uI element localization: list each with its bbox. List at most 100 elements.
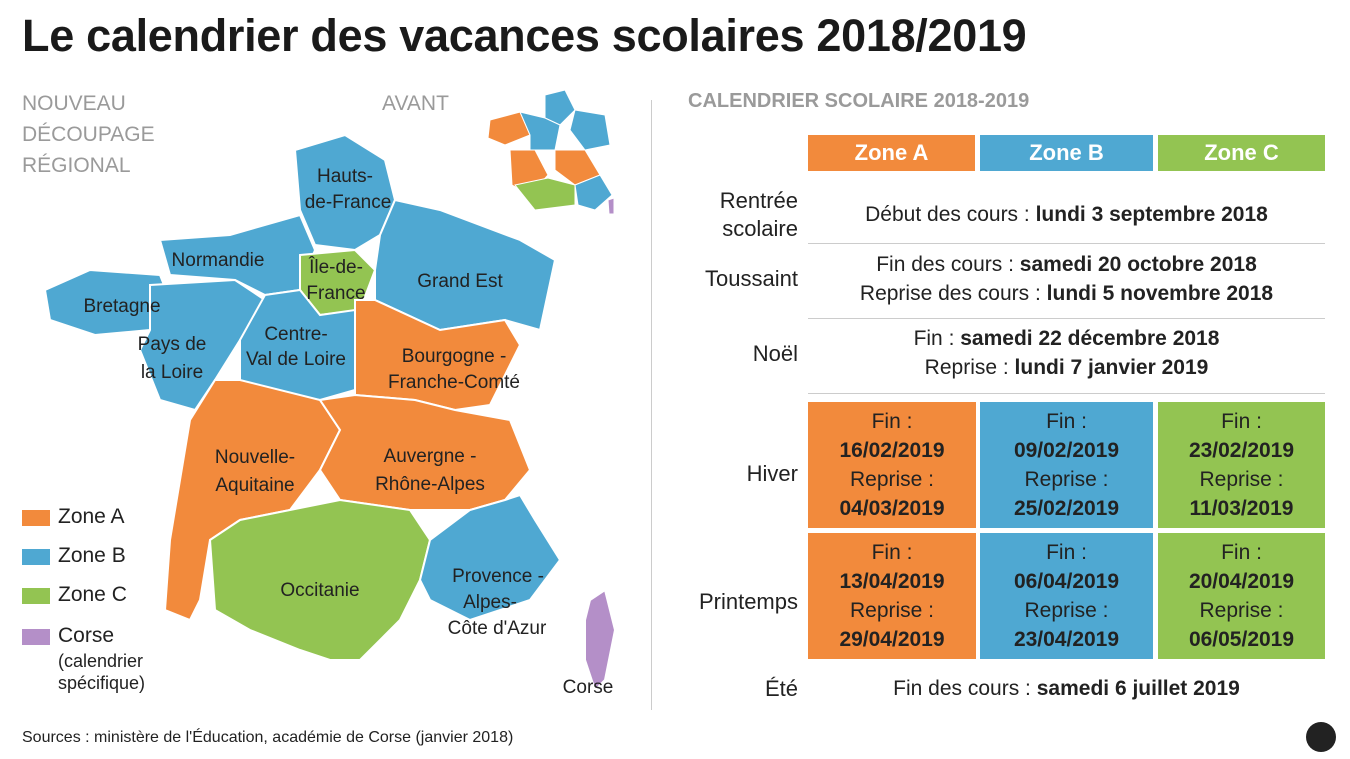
line-label: Fin des cours : <box>893 677 1031 700</box>
old-region <box>574 174 613 211</box>
end-date: 09/02/2019 <box>1013 439 1120 462</box>
legend-swatch <box>22 588 50 604</box>
region-label: Nouvelle- Aquitaine <box>215 447 295 496</box>
region-label-line: Franche-Comté <box>388 372 520 393</box>
legend-swatch <box>22 549 50 565</box>
end-label: Fin : <box>871 541 913 564</box>
resume-label: Reprise : <box>849 468 935 491</box>
legend-note-line: spécifique) <box>58 673 146 693</box>
legend-swatch <box>22 629 50 645</box>
separator <box>808 393 1325 394</box>
row-content: Fin des cours : samedi 6 juillet 2019 <box>808 674 1325 703</box>
old-region <box>514 177 576 211</box>
old-region <box>544 89 576 126</box>
region-label: Provence - Alpes- Côte d'Azur <box>448 566 547 639</box>
region-label: Pays de la Loire <box>138 334 207 383</box>
zone-cell: Fin : 09/02/2019 Reprise : 25/02/2019 <box>980 402 1153 528</box>
region-label-line: Aquitaine <box>215 475 294 496</box>
end-label: Fin : <box>1221 541 1262 564</box>
row-label: Toussaint <box>640 265 798 293</box>
old-region <box>487 111 531 146</box>
line-label: Début des cours : <box>865 203 1030 226</box>
region-label: Normandie <box>172 250 265 271</box>
row-label-line: Noël <box>752 341 798 366</box>
zone-cell: Fin : 16/02/2019 Reprise : 04/03/2019 <box>808 402 976 528</box>
line-date: lundi 7 janvier 2019 <box>1014 356 1209 379</box>
region-centre <box>239 288 356 402</box>
line-date: lundi 3 septembre 2018 <box>1035 203 1268 226</box>
before-map <box>487 89 615 215</box>
region-label-line: Centre- <box>264 324 327 345</box>
row-label: Noël <box>640 340 798 368</box>
old-region <box>569 109 611 151</box>
map-subtitle-line: NOUVEAU <box>22 92 126 115</box>
region-label-line: Alpes- <box>463 592 517 613</box>
region-labels: Hauts-de-France Normandie Île-de-France … <box>83 166 613 698</box>
end-date: 23/02/2019 <box>1188 439 1295 462</box>
region-label-line: de-France <box>305 192 392 213</box>
map-subtitle-line: DÉCOUPAGE <box>22 123 155 146</box>
resume-date: 29/04/2019 <box>839 628 945 651</box>
zone-cell: Fin : 13/04/2019 Reprise : 29/04/2019 <box>808 533 976 659</box>
region-label: Bourgogne - Franche-Comté <box>388 346 520 393</box>
region-label-line: Rhône-Alpes <box>375 474 485 495</box>
end-date: 06/04/2019 <box>1013 570 1120 593</box>
region-label: Hauts-de-France <box>305 166 392 213</box>
region-label: Occitanie <box>280 580 359 601</box>
zone-cell: Fin : 23/02/2019 Reprise : 11/03/2019 <box>1158 402 1325 528</box>
row-label-line: scolaire <box>722 216 798 241</box>
line-date: samedi 22 décembre 2018 <box>960 327 1220 350</box>
source: Sources : ministère de l'Éducation, acad… <box>22 729 514 746</box>
region-grand-est <box>374 198 557 332</box>
legend-label: Zone B <box>58 544 126 567</box>
row-line: Fin des cours : samedi 20 octobre 2018 <box>808 250 1325 279</box>
region-label: Corse <box>563 677 614 698</box>
line-label: Reprise des cours : <box>859 282 1041 305</box>
zone-header: Zone A <box>808 135 975 171</box>
resume-date: 04/03/2019 <box>839 497 945 520</box>
map-subtitle: NOUVEAU DÉCOUPAGE RÉGIONAL <box>22 88 155 181</box>
region-label: Grand Est <box>417 271 503 292</box>
regions <box>43 133 617 692</box>
region-label: Bretagne <box>83 296 160 317</box>
end-label: Fin : <box>1046 541 1087 564</box>
separator <box>808 243 1325 244</box>
resume-label: Reprise : <box>1199 599 1284 622</box>
calendar-title: CALENDRIER SCOLAIRE 2018-2019 <box>688 90 1030 112</box>
legend-note: (calendrier spécifique) <box>58 650 145 694</box>
region-label-line: Côte d'Azur <box>448 618 547 639</box>
resume-date: 11/03/2019 <box>1189 497 1294 520</box>
region-label-line: la Loire <box>141 362 203 383</box>
line-label: Reprise : <box>924 356 1009 379</box>
zone-cell: Fin : 20/04/2019 Reprise : 06/05/2019 <box>1158 533 1325 659</box>
region-label-line: Hauts- <box>317 166 373 187</box>
row-label-line: Printemps <box>698 589 798 614</box>
line-date: samedi 6 juillet 2019 <box>1036 677 1240 700</box>
row-label: Hiver <box>640 460 798 488</box>
region-label-line: France <box>306 283 365 304</box>
region-label: Centre- Val de Loire <box>246 324 346 370</box>
region-label-line: Auvergne - <box>384 446 477 467</box>
map: Hauts-de-France Normandie Île-de-France … <box>43 89 617 698</box>
region-label-line: Nouvelle- <box>215 447 295 468</box>
row-content: Début des cours : lundi 3 septembre 2018 <box>808 200 1325 229</box>
row-line: Reprise : lundi 7 janvier 2019 <box>808 353 1325 382</box>
row-line: Début des cours : lundi 3 septembre 2018 <box>808 200 1325 229</box>
row-line: Reprise des cours : lundi 5 novembre 201… <box>808 279 1325 308</box>
row-label-line: Toussaint <box>705 266 798 291</box>
end-date: 13/04/2019 <box>839 570 945 593</box>
end-date: 16/02/2019 <box>839 439 945 462</box>
row-label-line: Été <box>764 676 798 701</box>
logo <box>1306 722 1336 752</box>
region-occitanie <box>208 498 432 661</box>
line-label: Fin : <box>913 327 955 350</box>
region-label: Île-de- France <box>306 256 365 304</box>
line-date: lundi 5 novembre 2018 <box>1046 282 1274 305</box>
resume-label: Reprise : <box>1199 468 1284 491</box>
region-label-line: Bourgogne - <box>402 346 507 367</box>
legend-label: Zone C <box>58 583 127 606</box>
resume-date: 25/02/2019 <box>1013 497 1120 520</box>
region-paca <box>418 493 562 622</box>
row-label: Printemps <box>640 588 798 616</box>
